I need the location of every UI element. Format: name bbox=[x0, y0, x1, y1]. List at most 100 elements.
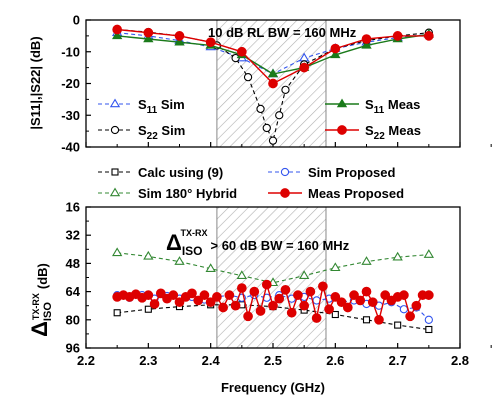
bottom-point-sim-180-hybrid bbox=[205, 263, 216, 272]
legend-marker bbox=[337, 125, 347, 135]
top-point-s22-sim bbox=[256, 104, 265, 114]
top-point-s22-sim bbox=[262, 123, 271, 133]
xtick-label: 2.4 bbox=[202, 353, 221, 368]
bottom-point-meas-proposed bbox=[423, 290, 434, 300]
bottom-point-meas-proposed bbox=[224, 290, 235, 300]
legend-label: Sim 180° Hybrid bbox=[138, 186, 237, 201]
xtick-label: 2.2 bbox=[77, 353, 95, 368]
xtick-label: 2.5 bbox=[264, 353, 282, 368]
bottom-point-calc-using-9 bbox=[425, 325, 433, 334]
top-point-s22-sim bbox=[268, 136, 278, 145]
bottom-point-meas-proposed bbox=[193, 295, 204, 306]
top-annotation: 10 dB RL BW = 160 MHz bbox=[208, 25, 357, 40]
bottom-point-meas-proposed bbox=[367, 297, 378, 308]
top-ytick-label: -30 bbox=[61, 108, 80, 123]
bottom-ytick-label: 96 bbox=[66, 341, 80, 356]
legend-label: S22 Meas bbox=[365, 123, 421, 142]
bottom-chart: 16 32 48 64 80 96 2.2 2.3 2.4 2.5 2.6 2.7 2.8 Frequ… bbox=[27, 200, 492, 395]
bottom-point-sim-180-hybrid bbox=[174, 256, 185, 265]
bottom-point-meas-proposed bbox=[249, 286, 260, 297]
legend-label: S11 Sim bbox=[138, 97, 185, 116]
svg-text:ΔISOTX-RX> 60 dB BW = 160 MHz: ΔISOTX-RX> 60 dB BW = 160 MHz bbox=[166, 228, 350, 258]
top-legend-item-s22-meas: S22 Meas bbox=[325, 123, 421, 142]
top-point-s11-meas bbox=[267, 68, 279, 78]
legend-label: Meas Proposed bbox=[308, 186, 404, 201]
bottom-point-meas-proposed bbox=[230, 300, 241, 311]
bottom-point-sim-180-hybrid bbox=[143, 250, 154, 260]
bottom-point-meas-proposed bbox=[293, 290, 303, 300]
top-point-s22-meas bbox=[299, 62, 310, 73]
top-y-axis-title: |S11|,|S22| (dB) bbox=[28, 36, 43, 129]
bottom-point-calc-using-9 bbox=[394, 321, 402, 329]
top-point-s22-meas bbox=[392, 31, 403, 41]
bottom-legend-item-sim-proposed: Sim Proposed bbox=[268, 165, 395, 180]
bottom-point-meas-proposed bbox=[155, 288, 166, 299]
top-ytick-label: 0 bbox=[73, 13, 80, 28]
legend-marker bbox=[109, 187, 121, 197]
bottom-point-meas-proposed bbox=[361, 286, 372, 297]
top-legend-item-s22-sim: S22 Sim bbox=[98, 123, 185, 142]
bottom-ytick-label: 48 bbox=[66, 256, 80, 271]
bottom-ytick-label: 32 bbox=[66, 228, 80, 243]
top-ytick-label: -40 bbox=[61, 140, 80, 155]
bottom-legend-item-meas-proposed: Meas Proposed bbox=[268, 186, 404, 201]
top-point-s22-meas bbox=[143, 27, 154, 38]
legend-label: Calc using (9) bbox=[138, 165, 223, 180]
bottom-point-meas-proposed bbox=[324, 304, 334, 315]
top-legend-item-s11-meas: S11 Meas bbox=[325, 97, 420, 116]
legend-marker bbox=[280, 167, 290, 177]
top-legend: S11 Sim S22 Sim S11 Meas S22 Meas bbox=[98, 97, 421, 142]
top-point-s22-meas bbox=[236, 46, 247, 57]
top-point-s11-meas bbox=[174, 36, 185, 46]
bottom-point-sim-180-hybrid bbox=[423, 249, 434, 258]
bottom-legend-item-calc-using-9: Calc using (9) bbox=[98, 165, 223, 180]
bottom-point-meas-proposed bbox=[236, 283, 247, 293]
bottom-point-calc-using-9 bbox=[331, 310, 339, 319]
bottom-point-meas-proposed bbox=[311, 313, 322, 323]
bottom-line-sim-180-hybrid bbox=[117, 252, 429, 284]
legend-label: S22 Sim bbox=[138, 123, 185, 142]
legend-marker bbox=[336, 98, 348, 108]
bottom-point-sim-180-hybrid bbox=[236, 270, 247, 279]
top-point-s22-meas bbox=[330, 43, 341, 54]
x-axis-title: Frequency (GHz) bbox=[221, 380, 325, 395]
legend-marker bbox=[111, 168, 119, 176]
bottom-shaded-band bbox=[216, 206, 327, 349]
top-ytick-label: -20 bbox=[61, 76, 80, 91]
xtick-label: 2.7 bbox=[389, 353, 407, 368]
svg-text:ΔISOTX-RX(dB): ΔISOTX-RX(dB) bbox=[27, 263, 54, 337]
bottom-point-meas-proposed bbox=[143, 290, 154, 300]
legend-marker bbox=[110, 125, 120, 135]
bottom-point-meas-proposed bbox=[149, 299, 160, 309]
bottom-point-sim-proposed bbox=[424, 315, 433, 324]
legend-marker bbox=[109, 98, 121, 108]
bottom-point-meas-proposed bbox=[318, 281, 328, 292]
bottom-point-meas-proposed bbox=[218, 302, 228, 313]
bottom-ytick-label: 64 bbox=[66, 284, 81, 299]
bottom-point-meas-proposed bbox=[268, 300, 278, 311]
bottom-point-meas-proposed bbox=[255, 306, 266, 316]
top-point-s11-meas bbox=[361, 39, 372, 49]
bottom-point-meas-proposed bbox=[411, 300, 422, 311]
bottom-point-sim-180-hybrid bbox=[361, 256, 372, 265]
bottom-point-meas-proposed bbox=[212, 292, 222, 302]
bottom-point-meas-proposed bbox=[342, 302, 353, 313]
top-point-s22-meas bbox=[268, 78, 278, 89]
legend-marker bbox=[280, 188, 290, 198]
top-point-s22-sim bbox=[281, 85, 290, 94]
top-point-s11-meas bbox=[330, 49, 341, 59]
bottom-point-meas-proposed bbox=[355, 295, 366, 306]
bottom-point-meas-proposed bbox=[280, 284, 291, 295]
bottom-ytick-label: 16 bbox=[66, 200, 80, 215]
bottom-point-meas-proposed bbox=[336, 297, 347, 308]
bottom-point-meas-proposed bbox=[286, 307, 297, 318]
bottom-point-meas-proposed bbox=[174, 297, 185, 308]
bottom-point-meas-proposed bbox=[349, 290, 359, 300]
legend-label: Sim Proposed bbox=[308, 165, 395, 180]
xtick-label: 2.6 bbox=[326, 353, 344, 368]
bottom-point-meas-proposed bbox=[299, 300, 310, 311]
top-point-s22-meas bbox=[423, 31, 434, 41]
top-point-s22-meas bbox=[205, 37, 216, 48]
bottom-point-sim-180-hybrid bbox=[299, 270, 310, 279]
bottom-point-meas-proposed bbox=[187, 288, 197, 299]
